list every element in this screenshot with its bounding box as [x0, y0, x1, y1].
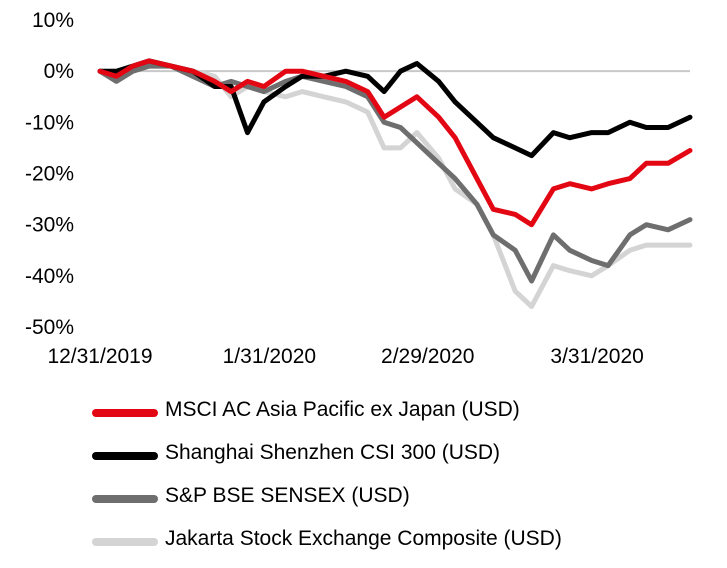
series-line-msci-ac-asia-pacific-ex-japan-usd — [97, 58, 693, 228]
y-tick-label: -20% — [25, 163, 74, 186]
y-tick-label: 0% — [44, 60, 74, 83]
x-tick-label: 1/31/2020 — [223, 345, 316, 368]
y-tick-label: 10% — [32, 9, 74, 32]
y-axis-ticks: 10% 0% -10% -20% -30% -40% -50% — [25, 9, 74, 339]
legend-swatch-msci — [92, 409, 158, 417]
x-tick-label: 12/31/2019 — [47, 345, 152, 368]
legend-swatch-jakarta — [92, 538, 158, 546]
x-axis-ticks: 12/31/2019 1/31/2020 2/29/2020 3/31/2020 — [47, 345, 643, 368]
legend-label-jakarta: Jakarta Stock Exchange Composite (USD) — [165, 527, 562, 550]
legend: MSCI AC Asia Pacific ex Japan (USD) Shan… — [92, 396, 692, 568]
legend-label-msci: MSCI AC Asia Pacific ex Japan (USD) — [165, 398, 520, 421]
legend-swatch-csi300 — [92, 452, 158, 460]
y-tick-label: -50% — [25, 316, 74, 339]
y-tick-label: -40% — [25, 265, 74, 288]
series-lines — [97, 58, 693, 309]
legend-item-sensex: S&P BSE SENSEX (USD) — [92, 482, 692, 525]
x-tick-label: 2/29/2020 — [381, 345, 474, 368]
legend-label-csi300: Shanghai Shenzhen CSI 300 (USD) — [165, 441, 501, 464]
legend-label-sensex: S&P BSE SENSEX (USD) — [165, 484, 410, 507]
legend-item-jakarta: Jakarta Stock Exchange Composite (USD) — [92, 525, 692, 568]
y-tick-label: -30% — [25, 214, 74, 237]
legend-swatch-sensex — [92, 495, 158, 503]
x-tick-label: 3/31/2020 — [550, 345, 643, 368]
legend-item-msci: MSCI AC Asia Pacific ex Japan (USD) — [92, 396, 692, 439]
line-chart-plot: 10% 0% -10% -20% -30% -40% -50% 12/31/2019 1/31… — [25, 9, 693, 368]
legend-item-csi300: Shanghai Shenzhen CSI 300 (USD) — [92, 439, 692, 482]
series-line-s-p-bse-sensex-usd — [97, 63, 693, 284]
y-tick-label: -10% — [25, 111, 74, 134]
